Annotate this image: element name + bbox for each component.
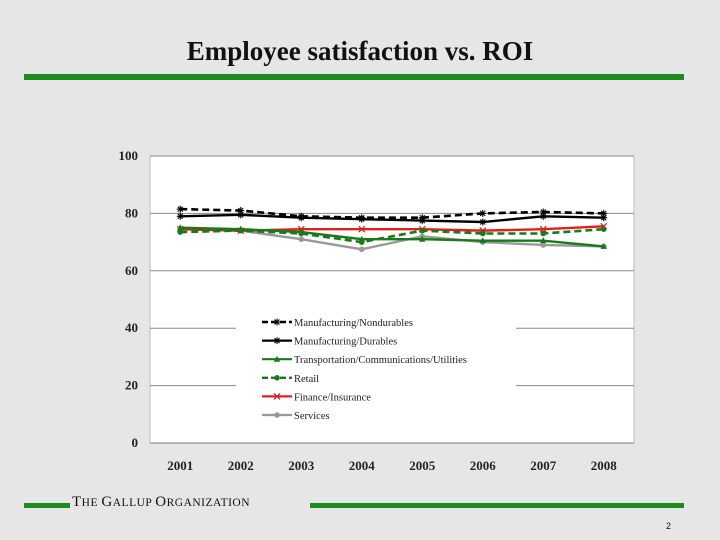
legend-box	[236, 312, 516, 432]
legend-item-manufacturing-durables: Manufacturing/Durables	[262, 337, 397, 348]
data-point-2003	[297, 212, 305, 220]
x-tick-label-2006: 2006	[470, 458, 497, 473]
y-tick-label-80: 80	[125, 205, 138, 220]
data-point-2002	[237, 207, 245, 215]
x-tick-label-2008: 2008	[591, 458, 618, 473]
data-point-2006	[479, 218, 487, 226]
data-point-2006	[479, 230, 486, 237]
series-line	[180, 207, 604, 220]
data-point-2004	[358, 235, 365, 242]
data-point-2001	[177, 229, 184, 235]
legend-item-retail: Retail	[262, 374, 319, 385]
data-point-2005	[419, 235, 426, 242]
data-point-2007	[540, 242, 547, 248]
data-point-2008	[600, 209, 608, 217]
x-tick-label-2002: 2002	[228, 458, 254, 473]
data-point-2008	[600, 214, 608, 222]
data-point-2006	[479, 237, 486, 244]
data-point-2001	[176, 212, 184, 220]
legend-item-manufacturing-nondurables: Manufacturing/Nondurables	[262, 318, 413, 329]
legend-item-transportation-communications-utilities: Transportation/Communications/Utilities	[262, 355, 467, 366]
legend-label: Services	[294, 411, 330, 422]
legend-marker	[274, 375, 280, 381]
data-point-2007	[540, 237, 547, 244]
legend-marker	[273, 392, 281, 400]
x-tick-label-2001: 2001	[167, 458, 193, 473]
x-tick-label-2004: 2004	[349, 458, 376, 473]
legend-label: Transportation/Communications/Utilities	[294, 355, 467, 366]
legend-item-services: Services	[262, 411, 330, 422]
legend-label: Manufacturing/Durables	[294, 337, 397, 348]
y-tick-label-0: 0	[132, 435, 139, 450]
data-point-2007	[539, 208, 547, 216]
data-point-2006	[479, 209, 487, 217]
data-point-2002	[237, 211, 245, 219]
series-transportation-communications-utilities	[177, 224, 607, 249]
legend: Manufacturing/Nondurables Manufacturing/D…	[236, 312, 516, 432]
slide-title: Employee satisfaction vs. ROI	[186, 36, 534, 66]
data-point-2004	[358, 246, 365, 253]
data-point-2004	[358, 214, 366, 222]
series-line	[180, 227, 604, 244]
y-tick-label-20: 20	[125, 378, 138, 393]
series-line	[180, 213, 604, 224]
series-manufacturing-nondurables	[176, 205, 608, 222]
data-point-2008	[600, 242, 607, 249]
footer-organization: THE GALLUP ORGANIZATION	[72, 494, 251, 510]
x-tick-label-2007: 2007	[530, 458, 557, 473]
x-tick-label-2003: 2003	[288, 458, 315, 473]
title-divider	[24, 74, 684, 80]
data-point-2004	[358, 225, 366, 233]
data-point-2003	[298, 236, 305, 243]
legend-marker	[273, 337, 281, 345]
y-tick-label-100: 100	[119, 148, 139, 163]
legend-item-finance-insurance: Finance/Insurance	[262, 392, 371, 403]
y-tick-label-40: 40	[125, 320, 138, 335]
data-point-2007	[539, 212, 547, 220]
data-point-2005	[418, 214, 426, 222]
data-point-2002	[237, 225, 244, 232]
data-point-2007	[540, 230, 547, 237]
legend-label: Finance/Insurance	[294, 392, 371, 403]
footer-divider-left	[24, 503, 70, 508]
y-tick-label-60: 60	[125, 263, 138, 278]
data-point-2001	[176, 205, 184, 213]
data-point-2005	[419, 227, 426, 234]
page-number: 2	[666, 521, 672, 531]
legend-marker	[273, 355, 281, 362]
legend-marker	[274, 412, 280, 418]
legend-label: Retail	[294, 374, 319, 385]
legend-label: Manufacturing/Nondurables	[294, 318, 413, 329]
x-tick-label-2005: 2005	[409, 458, 436, 473]
legend-marker	[273, 318, 281, 326]
data-point-2007	[539, 225, 547, 233]
data-point-2008	[600, 226, 607, 232]
series-line	[180, 226, 604, 248]
data-point-2003	[298, 228, 305, 235]
footer-divider-right	[310, 503, 684, 508]
data-point-2001	[177, 224, 184, 231]
